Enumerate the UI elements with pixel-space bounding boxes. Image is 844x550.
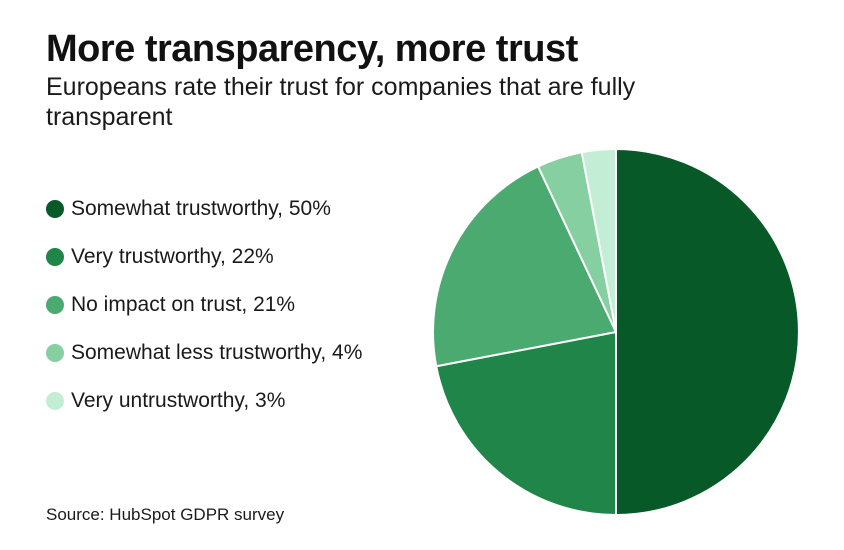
source-note: Source: HubSpot GDPR survey — [46, 505, 285, 524]
legend-item: Very trustworthy, 22% — [46, 233, 362, 281]
legend-label: Very untrustworthy, 3% — [71, 389, 286, 412]
pie-slice-no-impact-on-trust — [432, 165, 617, 368]
legend-item: Somewhat less trustworthy, 4% — [46, 329, 362, 377]
legend-swatch — [46, 392, 64, 410]
pie-slice-very-trustworthy — [435, 331, 617, 516]
chart-subtitle: Europeans rate their trust for companies… — [46, 73, 636, 131]
legend-item: Somewhat trustworthy, 50% — [46, 185, 362, 233]
legend-label: No impact on trust, 21% — [71, 293, 296, 316]
legend-swatch — [46, 248, 64, 266]
pie-chart — [432, 148, 800, 516]
legend-swatch — [46, 344, 64, 362]
chart-title: More transparency, more trust — [46, 28, 578, 70]
legend-label: Very trustworthy, 22% — [71, 245, 274, 268]
legend-item: Very untrustworthy, 3% — [46, 377, 362, 425]
legend-label: Somewhat trustworthy, 50% — [71, 197, 331, 220]
pie-slice-very-untrustworthy — [580, 148, 617, 333]
legend-swatch — [46, 296, 64, 314]
legend-swatch — [46, 200, 64, 218]
legend-label: Somewhat less trustworthy, 4% — [71, 341, 363, 364]
chart-legend: Somewhat trustworthy, 50% Very trustwort… — [46, 185, 362, 425]
pie-slice-somewhat-trustworthy — [615, 148, 800, 516]
legend-item: No impact on trust, 21% — [46, 281, 362, 329]
